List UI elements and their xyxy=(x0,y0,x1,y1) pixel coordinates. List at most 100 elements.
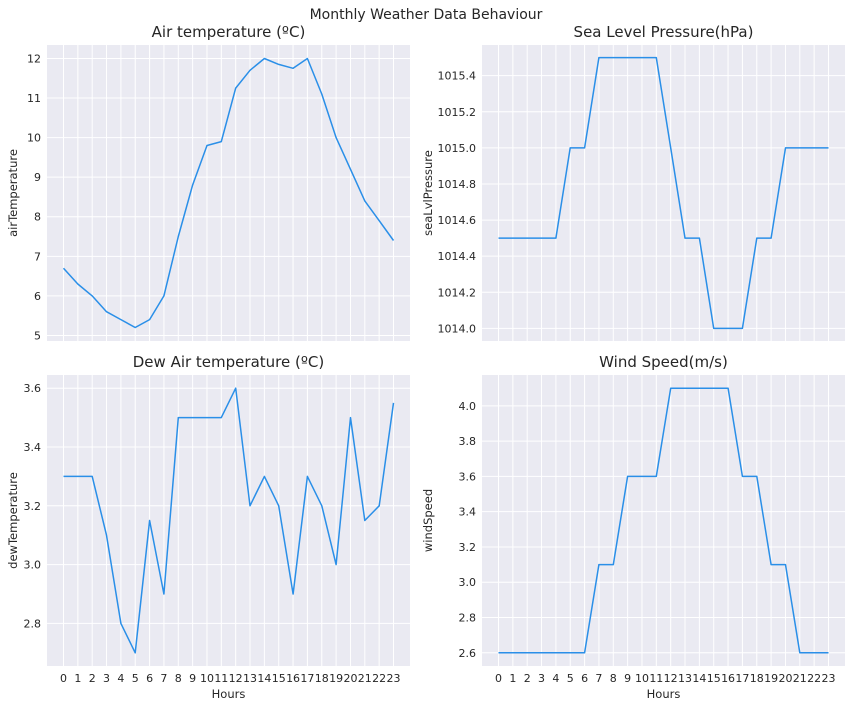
y-axis-label: windSpeed xyxy=(421,489,435,552)
x-tick-label: 18 xyxy=(750,672,764,685)
x-tick-label: 17 xyxy=(300,672,314,685)
y-tick-label: 3.6 xyxy=(459,470,477,483)
x-tick-label: 20 xyxy=(778,672,792,685)
x-tick-label: 6 xyxy=(581,672,588,685)
x-tick-label: 7 xyxy=(595,672,602,685)
y-tick-label: 1014.4 xyxy=(438,250,477,263)
x-tick-label: 17 xyxy=(735,672,749,685)
subplot-title: Wind Speed(m/s) xyxy=(599,353,728,371)
x-tick-label: 3 xyxy=(538,672,545,685)
x-tick-label: 23 xyxy=(387,672,401,685)
y-tick-label: 1014.2 xyxy=(438,286,477,299)
series-line xyxy=(498,387,829,654)
y-tick-label: 7 xyxy=(34,250,41,263)
series-line xyxy=(62,57,395,329)
x-tick-label: 15 xyxy=(707,672,721,685)
x-tick-label: 11 xyxy=(649,672,663,685)
subplot-4: 2.62.83.03.23.43.63.84.00 1 2 3 4 5 6 7 8 9 10 11 12… xyxy=(421,353,845,701)
y-axis-label: airTemperature xyxy=(6,149,20,237)
x-tick-label: 5 xyxy=(567,672,574,685)
subplot-3: 2.83.03.23.43.60 1 2 3 4 5 6 7 8 9 10 11 12 13 14 15 16 1… xyxy=(6,353,410,701)
y-tick-label: 1014.6 xyxy=(438,214,477,227)
y-tick-label: 2.8 xyxy=(24,617,42,630)
x-tick-label: 20 xyxy=(343,672,357,685)
x-tick-label: 11 xyxy=(214,672,228,685)
y-tick-label: 4.0 xyxy=(459,400,477,413)
y-tick-label: 9 xyxy=(34,171,41,184)
x-tick-label: 10 xyxy=(635,672,649,685)
y-tick-label: 11 xyxy=(27,92,41,105)
x-tick-label: 9 xyxy=(189,672,196,685)
x-tick-label: 19 xyxy=(329,672,343,685)
y-tick-label: 1014.8 xyxy=(438,178,477,191)
plot-area xyxy=(482,375,845,666)
subplot-1: 5 6 7 8 9 10 11 12 Air temperature (ºC) airTemper… xyxy=(6,23,410,342)
x-tick-label: 16 xyxy=(286,672,300,685)
subplot-2: 1014.0 1014.2 1014.4 1014.6 1014.8 1015.0 1015… xyxy=(421,23,845,341)
x-tick-label: 3 xyxy=(103,672,110,685)
x-tick-label: 0 xyxy=(495,672,502,685)
x-tick-label: 4 xyxy=(117,672,124,685)
y-tick-label: 3.8 xyxy=(459,435,477,448)
figure-title: Monthly Weather Data Behaviour xyxy=(310,7,543,23)
y-tick-label: 3.0 xyxy=(24,559,42,572)
series-line xyxy=(498,56,829,330)
x-tick-label: 13 xyxy=(243,672,257,685)
y-tick-label: 3.0 xyxy=(459,576,477,589)
x-axis-label: Hours xyxy=(212,687,246,701)
series-line xyxy=(63,387,395,654)
y-axis-label: seaLvlPressure xyxy=(421,150,435,236)
x-tick-label: 12 xyxy=(229,672,243,685)
y-tick-label: 3.2 xyxy=(459,541,477,554)
y-tick-label: 12 xyxy=(27,52,41,65)
plot-area xyxy=(47,45,410,341)
x-tick-label: 7 xyxy=(160,672,167,685)
y-tick-label: 3.2 xyxy=(24,500,42,513)
x-tick-label: 14 xyxy=(692,672,706,685)
y-tick-label: 6 xyxy=(34,290,41,303)
x-tick-label: 2 xyxy=(89,672,96,685)
x-tick-label: 18 xyxy=(315,672,329,685)
x-tick-label: 5 xyxy=(132,672,139,685)
plot-area xyxy=(482,45,845,341)
x-tick-label: 23 xyxy=(822,672,836,685)
x-tick-label: 8 xyxy=(175,672,182,685)
y-tick-label: 3.6 xyxy=(24,382,42,395)
x-tick-label: 15 xyxy=(272,672,286,685)
y-tick-label: 2.6 xyxy=(459,647,477,660)
x-tick-label: 0 xyxy=(60,672,67,685)
y-tick-label: 1015.4 xyxy=(438,70,477,83)
y-tick-label: 5 xyxy=(34,329,41,342)
x-tick-label: 6 xyxy=(146,672,153,685)
x-tick-label: 16 xyxy=(721,672,735,685)
x-tick-label: 4 xyxy=(552,672,559,685)
y-tick-label: 10 xyxy=(27,132,41,145)
x-tick-label: 13 xyxy=(678,672,692,685)
x-tick-label: 22 xyxy=(807,672,821,685)
subplot-title: Dew Air temperature (ºC) xyxy=(133,353,324,371)
y-tick-label: 1015.2 xyxy=(438,106,477,119)
x-tick-label: 22 xyxy=(372,672,386,685)
y-tick-label: 3.4 xyxy=(24,441,42,454)
y-axis-label: dewTemperature xyxy=(6,472,20,569)
x-tick-label: 19 xyxy=(764,672,778,685)
x-tick-label: 1 xyxy=(74,672,81,685)
x-tick-label: 14 xyxy=(257,672,271,685)
y-tick-label: 1014.0 xyxy=(438,322,477,335)
x-tick-label: 10 xyxy=(200,672,214,685)
x-tick-label: 1 xyxy=(509,672,516,685)
y-tick-label: 2.8 xyxy=(459,612,477,625)
plot-area xyxy=(47,375,410,666)
y-tick-label: 1015.0 xyxy=(438,142,477,155)
y-tick-label: 8 xyxy=(34,211,41,224)
x-tick-label: 12 xyxy=(664,672,678,685)
x-tick-label: 21 xyxy=(358,672,372,685)
x-tick-label: 2 xyxy=(524,672,531,685)
x-axis-label: Hours xyxy=(647,687,681,701)
subplot-title: Sea Level Pressure(hPa) xyxy=(574,23,754,41)
x-tick-label: 21 xyxy=(793,672,807,685)
x-tick-label: 8 xyxy=(610,672,617,685)
subplot-title: Air temperature (ºC) xyxy=(152,23,306,41)
x-tick-label: 9 xyxy=(624,672,631,685)
